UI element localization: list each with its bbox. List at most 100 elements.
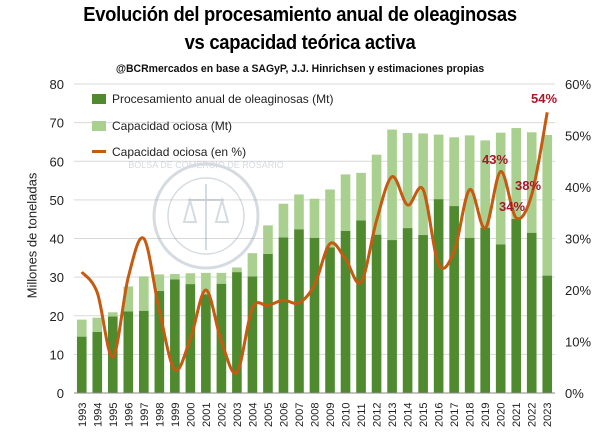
x-tick-label: 2018 [465, 403, 477, 427]
bar-idle [418, 133, 428, 236]
x-tick-label: 2011 [356, 403, 368, 427]
annotation-2022: 38% [515, 178, 542, 193]
bar-idle [402, 133, 413, 229]
bar-processing [340, 230, 351, 393]
y-tick-label-left: 30 [50, 270, 64, 285]
y-tick-label-right: 40% [565, 180, 591, 195]
x-tick-label: 2012 [372, 403, 384, 427]
x-tick-label: 2004 [247, 403, 259, 427]
y-tick-label-left: 10 [50, 347, 64, 362]
bar-idle [340, 174, 351, 231]
watermark-seal: BOLSA DE COMERCIO DE ROSARIO [128, 160, 284, 270]
idle-pct-line [80, 112, 549, 375]
chart-title-line2: vs capacidad teórica activa [184, 32, 416, 54]
y-tick-label-left: 40 [50, 232, 64, 247]
y-tick-label-right: 0% [565, 386, 584, 401]
x-tick-label: 1993 [77, 403, 89, 427]
bar-processing [294, 229, 304, 393]
y-tick-label-left: 0 [57, 386, 64, 401]
bar-idle [526, 132, 537, 233]
x-tick-label: 2006 [278, 403, 290, 427]
y-axis-left: 0 10 20 30 40 50 60 70 80 [50, 77, 64, 401]
x-tick-label: 2000 [185, 403, 197, 427]
bar-idle [511, 128, 522, 219]
bar-processing [464, 237, 475, 393]
y-tick-label-right: 20% [565, 283, 591, 298]
bar-processing [76, 336, 87, 393]
bar-processing [495, 244, 506, 393]
bar-processing [309, 237, 320, 393]
bar-processing [263, 253, 273, 393]
bar-processing [433, 199, 444, 393]
bar-idle [433, 134, 444, 200]
y-axis-label: Millones de toneladas [24, 172, 40, 299]
x-tick-label: 2007 [294, 403, 306, 427]
chart-title-line1: Evolución del procesamiento anual de ole… [83, 4, 517, 26]
bar-processing [232, 272, 242, 393]
x-tick-label: 1997 [139, 403, 151, 427]
bar-idle [201, 272, 211, 295]
x-tick-label: 2021 [511, 403, 523, 427]
bar-processing [371, 234, 382, 393]
annotation-2023: 54% [531, 91, 558, 106]
bar-idle [76, 319, 87, 337]
bar-processing [154, 291, 165, 393]
x-tick-label: 2017 [449, 403, 461, 427]
bar-idle [92, 317, 103, 332]
legend-label-idle-pct: Capacidad ociosa (en %) [112, 144, 247, 159]
y-tick-label-right: 10% [565, 335, 591, 350]
bar-idle [107, 312, 118, 317]
x-tick-label: 2015 [418, 403, 430, 427]
bar-processing [247, 276, 258, 393]
x-tick-label: 1994 [92, 403, 104, 427]
bar-idle [309, 198, 320, 238]
x-tick-label: 2013 [387, 403, 399, 427]
x-axis: 1993 1994 1995 1996 1997 1998 1999 2000 2001 2002… [74, 392, 555, 427]
x-tick-label: 1995 [108, 403, 120, 427]
x-tick-label: 1999 [170, 403, 182, 427]
x-tick-label: 2022 [527, 403, 539, 427]
bar-idle [123, 286, 134, 312]
x-tick-label: 2009 [325, 403, 337, 427]
bar-idle [216, 272, 227, 284]
legend-item-processing: Procesamiento anual de oleaginosas (Mt) [92, 91, 333, 106]
y-tick-label-right: 60% [565, 77, 591, 92]
idle-pct-line-group [80, 112, 549, 375]
legend-item-idle-pct: Capacidad ociosa (en %) [92, 144, 246, 159]
bar-idle [247, 253, 258, 277]
bar-idle [542, 134, 553, 276]
x-tick-label: 2002 [216, 403, 228, 427]
x-tick-label: 2020 [496, 403, 508, 427]
bar-processing [92, 331, 103, 393]
bar-processing [139, 310, 149, 393]
annotation-2020: 43% [482, 152, 509, 167]
x-tick-label: 2023 [542, 403, 554, 427]
y-tick-label-left: 70 [50, 116, 64, 131]
bar-idle [371, 154, 382, 235]
legend-swatch-idle-pct [92, 150, 106, 154]
y-tick-label-left: 80 [50, 77, 64, 92]
bar-idle [232, 267, 242, 273]
legend-label-processing: Procesamiento anual de oleaginosas (Mt) [112, 91, 334, 106]
y-tick-label-left: 60 [50, 154, 64, 169]
bar-idle [449, 137, 459, 207]
bar-idle [325, 189, 335, 248]
x-tick-label: 2008 [310, 403, 322, 427]
bar-processing [526, 232, 537, 393]
legend-item-idle: Capacidad ociosa (Mt) [92, 118, 232, 133]
y-tick-label-left: 50 [50, 193, 64, 208]
bar-idle [139, 276, 149, 311]
y-tick-label-right: 50% [565, 129, 591, 144]
bar-idle [480, 140, 490, 228]
watermark-text: BOLSA DE COMERCIO DE ROSARIO [128, 160, 284, 170]
x-tick-label: 2001 [201, 403, 213, 427]
x-tick-label: 1998 [154, 403, 166, 427]
x-tick-label: 1996 [123, 403, 135, 427]
bar-idle [278, 203, 289, 238]
bar-processing [418, 235, 428, 393]
legend-swatch-idle [92, 120, 106, 131]
y-tick-label-left: 20 [50, 309, 64, 324]
bar-processing [278, 237, 289, 393]
